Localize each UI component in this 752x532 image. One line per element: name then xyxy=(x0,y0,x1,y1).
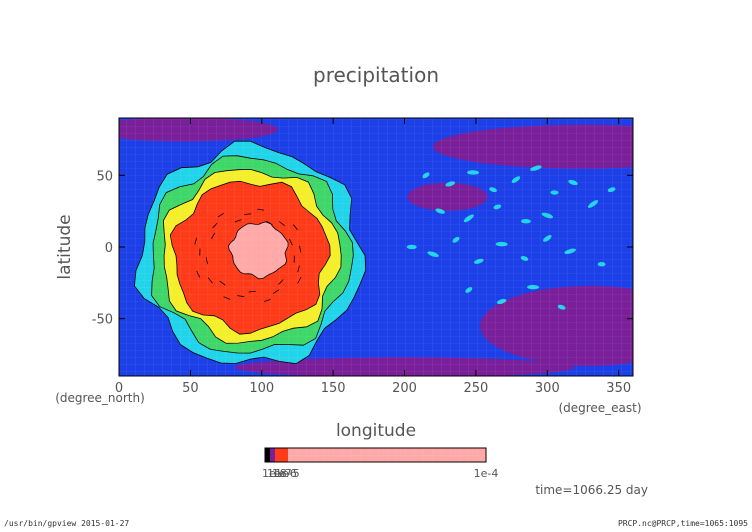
colorbar-label-1e-5: 1e-5 xyxy=(275,467,300,480)
colorbar-texture xyxy=(288,448,486,462)
time-label: time=1066.25 day xyxy=(535,483,648,497)
y-units-label: (degree_north) xyxy=(55,391,145,405)
footer-right: PRCP.nc@PRCP,time=1065:1095 xyxy=(617,519,748,528)
colorbar: 1e-8 1e-7 1e-6 1e-5 1e-4 xyxy=(262,447,499,480)
footer-left: /usr/bin/gpview 2015-01-27 xyxy=(4,519,130,528)
colorbar-label-1e-8: 1e-8 xyxy=(262,467,287,480)
x-tick-label: 100 xyxy=(249,381,274,396)
x-tick-label: 50 xyxy=(182,381,199,396)
x-tick-label: 300 xyxy=(535,381,560,396)
colorbar-segment-1 xyxy=(270,448,275,462)
plot-area xyxy=(119,118,633,376)
grid-texture xyxy=(119,118,633,376)
y-tick-label: 50 xyxy=(96,169,113,184)
colorbar-frame xyxy=(264,447,487,463)
x-axis: 0 50 100 150 200 250 300 350 xyxy=(115,118,631,396)
x-tick-label: 350 xyxy=(606,381,631,396)
x-tick-label: 250 xyxy=(464,381,489,396)
chart-title: precipitation xyxy=(313,63,439,87)
x-tick-label: 150 xyxy=(321,381,346,396)
colorbar-label-1e-4: 1e-4 xyxy=(474,467,499,480)
colorbar-segment-low xyxy=(265,448,270,462)
y-tick-label: 0 xyxy=(105,241,113,256)
y-axis: -50 0 50 xyxy=(92,169,633,328)
x-units-label: (degree_east) xyxy=(558,401,641,415)
colorbar-label-1e-6: 1e-6 xyxy=(272,467,297,480)
x-tick-label: 0 xyxy=(115,381,123,396)
colorbar-label-1e-7: 1e-7 xyxy=(267,467,292,480)
colorbar-segment-2 xyxy=(275,448,288,462)
y-axis-label: latitude xyxy=(55,214,75,279)
x-tick-label: 200 xyxy=(392,381,417,396)
x-axis-label: longitude xyxy=(336,421,416,441)
y-tick-label: -50 xyxy=(92,313,113,328)
